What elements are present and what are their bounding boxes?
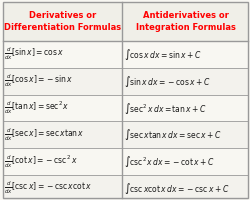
Text: $\frac{d}{dx}[\csc x] = -\csc x\cot x$: $\frac{d}{dx}[\csc x] = -\csc x\cot x$ bbox=[4, 180, 92, 196]
Text: Antiderivatives or
Integration Formulas: Antiderivatives or Integration Formulas bbox=[135, 11, 234, 32]
Text: $\frac{d}{dx}[\sin x] = \cos x$: $\frac{d}{dx}[\sin x] = \cos x$ bbox=[4, 46, 64, 62]
Bar bbox=[2, 2, 248, 41]
Text: $\int \csc^2 x\,dx = -\cot x + C$: $\int \csc^2 x\,dx = -\cot x + C$ bbox=[124, 154, 215, 169]
Text: $\int \cos x\,dx = \sin x + C$: $\int \cos x\,dx = \sin x + C$ bbox=[124, 47, 201, 62]
Text: $\int \csc x\cot x\,dx = -\csc x + C$: $\int \csc x\cot x\,dx = -\csc x + C$ bbox=[124, 181, 229, 196]
Text: $\frac{d}{dx}[\sec x] = \sec x\tan x$: $\frac{d}{dx}[\sec x] = \sec x\tan x$ bbox=[4, 127, 84, 143]
Bar bbox=[2, 41, 248, 68]
Text: $\int \sec x\tan x\,dx = \sec x + C$: $\int \sec x\tan x\,dx = \sec x + C$ bbox=[124, 127, 221, 142]
Bar bbox=[2, 175, 248, 200]
Text: $\int \sec^2 x\,dx = \tan x + C$: $\int \sec^2 x\,dx = \tan x + C$ bbox=[124, 101, 206, 116]
Bar bbox=[2, 68, 248, 95]
Text: $\frac{d}{dx}[\cot x] = -\csc^2 x$: $\frac{d}{dx}[\cot x] = -\csc^2 x$ bbox=[4, 153, 77, 170]
Text: $\frac{d}{dx}[\tan x] = \sec^2 x$: $\frac{d}{dx}[\tan x] = \sec^2 x$ bbox=[4, 100, 69, 116]
Bar bbox=[2, 121, 248, 148]
Text: $\frac{d}{dx}[\cos x] = -\sin x$: $\frac{d}{dx}[\cos x] = -\sin x$ bbox=[4, 73, 73, 89]
Text: Derivatives or
Differentiation Formulas: Derivatives or Differentiation Formulas bbox=[4, 11, 120, 32]
Bar bbox=[2, 148, 248, 175]
Text: $\int \sin x\,dx = -\cos x + C$: $\int \sin x\,dx = -\cos x + C$ bbox=[124, 74, 210, 89]
Bar bbox=[2, 95, 248, 121]
